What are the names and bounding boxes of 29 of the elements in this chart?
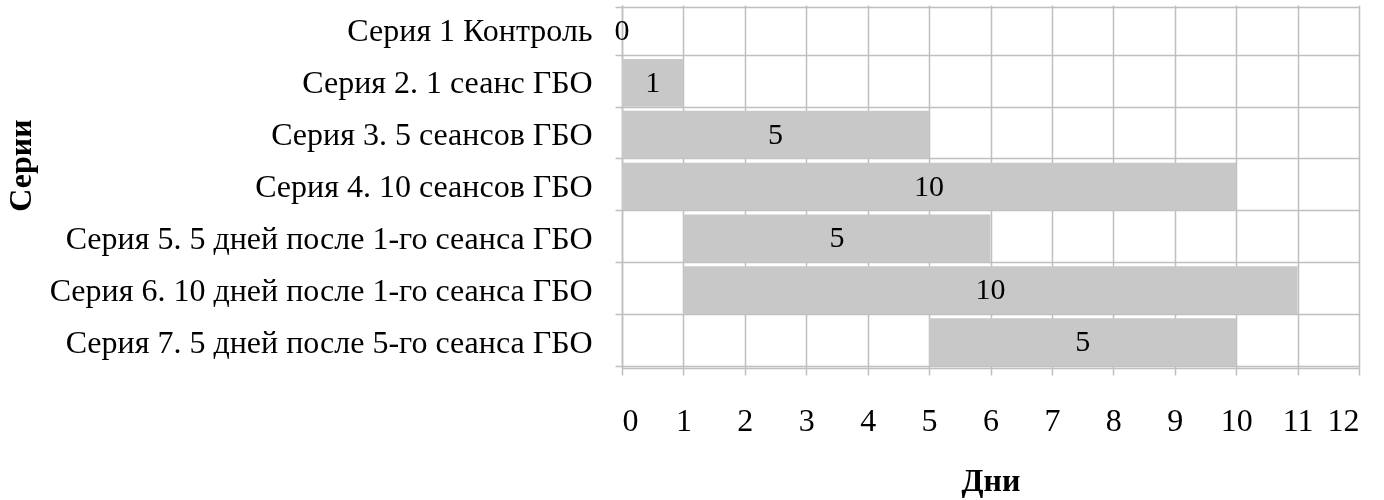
x-tick-label: 12 — [1327, 401, 1360, 438]
x-axis-title: Дни — [961, 461, 1021, 498]
x-tick-label: 4 — [860, 401, 877, 438]
x-tick-label: 1 — [675, 401, 692, 438]
data-label: 10 — [914, 168, 945, 202]
x-tick-label: 3 — [798, 401, 815, 438]
x-tick-label: 9 — [1167, 401, 1184, 438]
y-tick-label: Серия 4. 10 сеансов ГБО — [255, 168, 593, 204]
x-tick-label: 11 — [1282, 401, 1314, 438]
x-tick-label: 8 — [1105, 401, 1122, 438]
x-tick-label: 0 — [622, 401, 639, 438]
data-label: 5 — [829, 220, 845, 254]
data-label: 5 — [768, 116, 784, 150]
y-axis-title: Серии — [1, 119, 38, 212]
y-tick-label: Серия 3. 5 сеансов ГБО — [271, 116, 593, 153]
data-label: 10 — [975, 272, 1006, 306]
x-tick-label: 7 — [1044, 401, 1061, 438]
x-tick-label: 6 — [983, 401, 999, 438]
data-label: 1 — [645, 64, 661, 98]
y-tick-label: Серия 2. 1 сеанс ГБО — [302, 64, 593, 101]
data-label: 5 — [1075, 324, 1091, 358]
y-tick-label: Серия 7. 5 дней после 5-го сеанса ГБО — [65, 323, 593, 360]
x-tick-label: 10 — [1220, 401, 1253, 438]
y-tick-label: Серия 1 Контроль — [347, 12, 593, 49]
data-label: 0 — [614, 12, 630, 46]
x-tick-label: 5 — [921, 401, 938, 438]
y-tick-label: Серия 5. 5 дней после 1-го сеанса ГБО — [65, 219, 593, 256]
x-tick-label: 2 — [737, 401, 754, 438]
y-tick-label: Серия 6. 10 дней после 1-го сеанса ГБО — [49, 271, 593, 308]
